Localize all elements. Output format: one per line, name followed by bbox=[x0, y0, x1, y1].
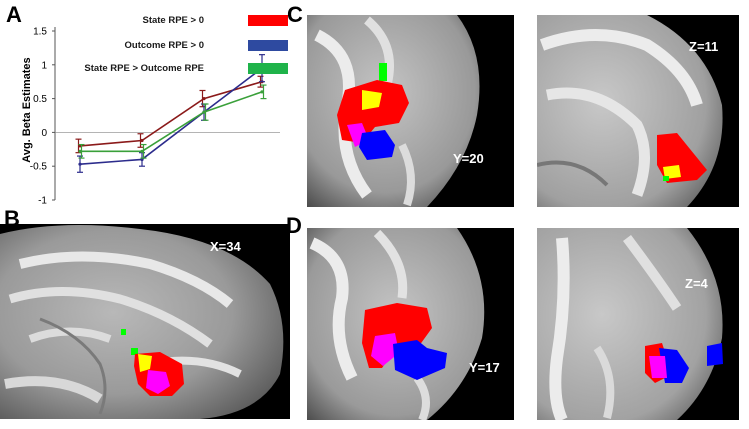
y-tick-label: 1 bbox=[41, 60, 47, 71]
legend-label-outcome: Outcome RPE > 0 bbox=[124, 40, 204, 51]
brain-slice-coronal-y17: Y=17 bbox=[307, 228, 514, 420]
data-point bbox=[260, 90, 264, 94]
legend-label-state: State RPE > 0 bbox=[142, 15, 204, 26]
y-tick-label: 0 bbox=[41, 128, 47, 139]
data-point bbox=[78, 149, 82, 153]
legend-label-diff: State RPE > Outcome RPE bbox=[84, 63, 204, 74]
coord-label-c1: Y=20 bbox=[453, 151, 484, 166]
y-tick-label: -1 bbox=[38, 196, 47, 207]
series-line-0 bbox=[79, 80, 263, 147]
y-tick-label: 1.5 bbox=[33, 27, 47, 38]
legend-swatch-state bbox=[248, 15, 288, 26]
y-tick-label: 0.5 bbox=[33, 94, 47, 105]
data-point bbox=[202, 110, 206, 114]
legend-swatch-diff bbox=[248, 63, 288, 74]
data-point bbox=[78, 162, 82, 166]
data-point bbox=[202, 97, 206, 101]
brain-slice-axial-z11: Z=11 bbox=[537, 15, 739, 207]
chart-plot: 1.5 1 0.5 0 -0.5 -1 bbox=[30, 27, 280, 207]
brain-slice-sagittal-x34: X=34 bbox=[0, 224, 290, 419]
series-line-2 bbox=[80, 91, 263, 153]
data-point bbox=[140, 149, 144, 153]
brain-slice-axial-z4: Z=4 bbox=[537, 228, 739, 420]
panel-label-c: C bbox=[287, 2, 303, 27]
panel-label-a: A bbox=[6, 2, 22, 27]
legend-swatch-outcome bbox=[248, 40, 288, 51]
data-point bbox=[140, 138, 144, 143]
y-tick-label: -0.5 bbox=[30, 162, 48, 173]
brain-slice-coronal-y20: Y=20 bbox=[307, 15, 514, 207]
line-chart: Avg. Beta Estimates 1.5 1 0.5 0 -0.5 -1 State… bbox=[0, 0, 290, 210]
coord-label-b: X=34 bbox=[210, 239, 241, 254]
series-line-1 bbox=[79, 67, 263, 165]
coord-label-d1: Y=17 bbox=[469, 360, 500, 375]
coord-label-c2: Z=11 bbox=[689, 39, 719, 54]
coord-label-d2: Z=4 bbox=[685, 276, 708, 291]
